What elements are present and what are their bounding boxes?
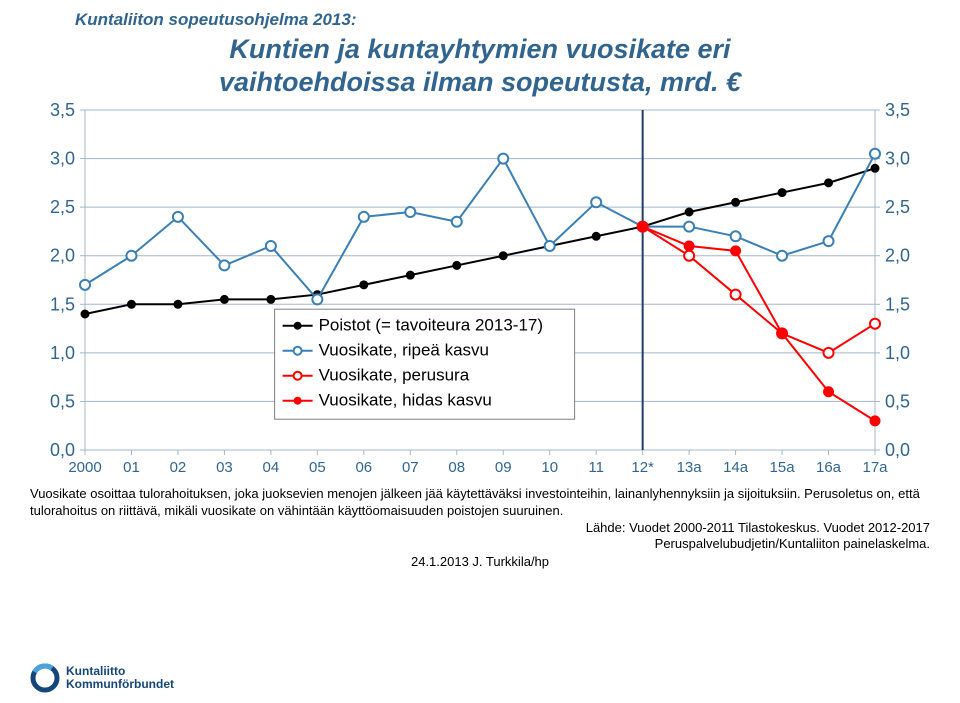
logo-icon (30, 663, 60, 693)
svg-text:Vuosikate, ripeä kasvu: Vuosikate, ripeä kasvu (319, 341, 489, 360)
chart-supertitle: Kuntaliiton sopeutusohjelma 2013: (75, 10, 930, 30)
svg-text:16a: 16a (816, 459, 842, 476)
svg-text:14a: 14a (723, 459, 749, 476)
svg-text:1,5: 1,5 (50, 294, 75, 314)
svg-text:2,5: 2,5 (50, 197, 75, 217)
svg-text:17a: 17a (862, 459, 888, 476)
chart-area: 0,0 0,0 0,5 0,5 1,0 1,0 1,5 1,5 2,0 2,0 2,5 2,5 3,0 3… (30, 100, 930, 480)
svg-text:1,0: 1,0 (50, 343, 75, 363)
svg-text:08: 08 (448, 459, 465, 476)
svg-text:04: 04 (263, 459, 280, 476)
svg-text:Poistot (= tavoiteura 2013-17): Poistot (= tavoiteura 2013-17) (319, 316, 543, 335)
kuntaliitto-logo: Kuntaliitto Kommunförbundet (30, 663, 174, 693)
source-line1: Lähde: Vuodet 2000-2011 Tilastokeskus. V… (30, 520, 930, 536)
svg-text:02: 02 (170, 459, 187, 476)
chart-title-line2: vaihtoehdoissa ilman sopeutusta, mrd. € (30, 67, 930, 98)
svg-text:13a: 13a (677, 459, 703, 476)
svg-text:10: 10 (541, 459, 558, 476)
svg-text:05: 05 (309, 459, 326, 476)
svg-text:0,0: 0,0 (50, 440, 75, 460)
svg-text:15a: 15a (770, 459, 796, 476)
line-chart-svg: 0,0 0,0 0,5 0,5 1,0 1,0 1,5 1,5 2,0 2,0 2,5 2,5 3,0 3… (30, 100, 930, 480)
svg-text:0,5: 0,5 (50, 391, 75, 411)
svg-text:2,0: 2,0 (885, 246, 910, 266)
svg-text:3,0: 3,0 (50, 149, 75, 169)
svg-text:0,5: 0,5 (885, 391, 910, 411)
date-author: 24.1.2013 J. Turkkila/hp (30, 554, 930, 569)
svg-text:2000: 2000 (68, 459, 101, 476)
svg-text:2,0: 2,0 (50, 246, 75, 266)
svg-text:3,0: 3,0 (885, 149, 910, 169)
svg-text:2,5: 2,5 (885, 197, 910, 217)
svg-text:1,5: 1,5 (885, 294, 910, 314)
svg-text:1,0: 1,0 (885, 343, 910, 363)
svg-text:3,5: 3,5 (50, 100, 75, 120)
svg-text:03: 03 (216, 459, 233, 476)
chart-title-line1: Kuntien ja kuntayhtymien vuosikate eri (30, 34, 930, 65)
svg-text:07: 07 (402, 459, 419, 476)
footnote-text: Vuosikate osoittaa tulorahoituksen, joka… (30, 486, 930, 520)
svg-text:09: 09 (495, 459, 512, 476)
svg-text:11: 11 (588, 459, 604, 476)
svg-text:Vuosikate, hidas kasvu: Vuosikate, hidas kasvu (319, 391, 492, 410)
svg-text:Vuosikate, perusura: Vuosikate, perusura (319, 366, 470, 385)
source-line2: Peruspalvelubudjetin/Kuntaliiton painela… (30, 536, 930, 552)
svg-text:3,5: 3,5 (885, 100, 910, 120)
svg-text:12*: 12* (631, 459, 654, 476)
svg-text:0,0: 0,0 (885, 440, 910, 460)
svg-text:01: 01 (123, 459, 140, 476)
svg-text:06: 06 (355, 459, 372, 476)
logo-text-bottom: Kommunförbundet (66, 678, 174, 691)
